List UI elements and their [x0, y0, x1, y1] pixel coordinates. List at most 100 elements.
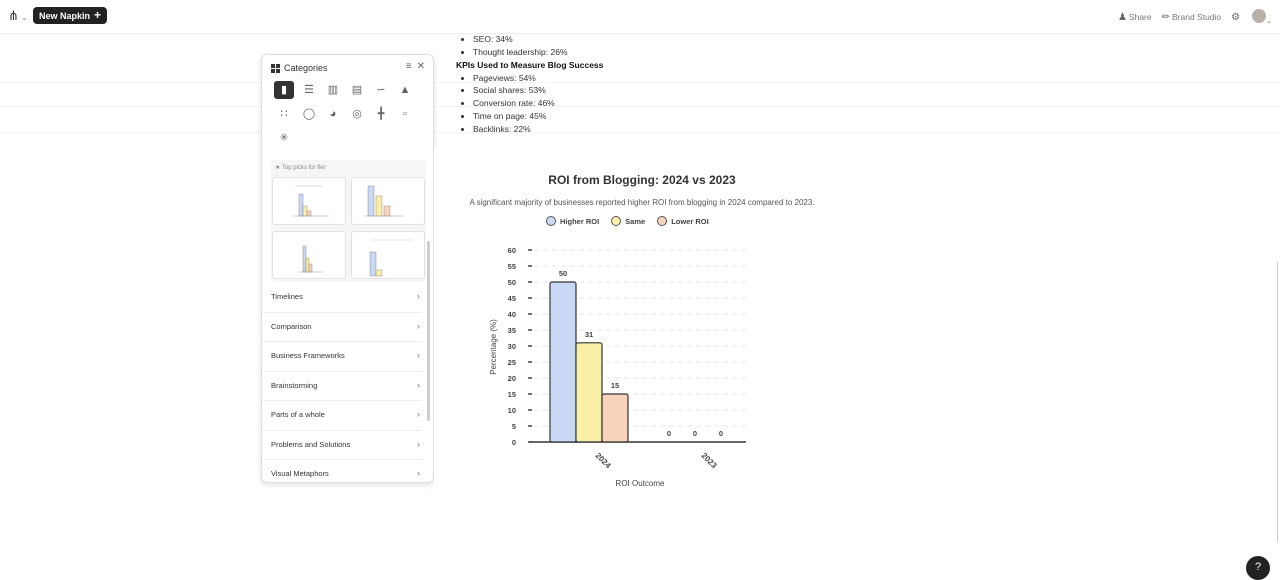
chart-thumbnail[interactable]: [351, 231, 425, 279]
account-menu[interactable]: ⌄: [1252, 9, 1272, 25]
chart-card[interactable]: ROI from Blogging: 2024 vs 2023 A signif…: [434, 147, 850, 513]
x-axis-label: ROI Outcome: [616, 479, 665, 488]
chart-thumbnail[interactable]: [351, 177, 425, 225]
gear-icon[interactable]: ⚙: [1231, 11, 1241, 23]
list-item: Thought leadership: 26%: [473, 46, 603, 59]
stacked-bar-icon[interactable]: ▤: [351, 84, 363, 96]
error-bar-icon[interactable]: ╋: [377, 108, 385, 120]
brush-icon: ✏: [1161, 11, 1170, 23]
y-tick-label: 55: [508, 262, 516, 271]
chevron-right-icon: ›: [417, 409, 420, 419]
share-label: Share: [1128, 11, 1152, 22]
app-menu-button[interactable]: ⋔ ⌄: [8, 8, 28, 24]
panel-tools: ≡ ✕: [401, 61, 425, 72]
category-item-brainstorming[interactable]: Brainstorming ›: [262, 372, 422, 401]
chevron-right-icon: ›: [417, 379, 420, 390]
data-label: 0: [667, 429, 671, 438]
list-item: SEO: 34%: [473, 33, 603, 46]
list-item: Conversion rate: 46%: [473, 97, 603, 110]
donut-icon[interactable]: ◯: [302, 108, 316, 120]
chevron-down-icon: ⌄: [1266, 18, 1272, 25]
grid-icon: [271, 63, 280, 73]
panel-scrollbar[interactable]: [427, 241, 430, 421]
y-axis-label: Percentage (%): [489, 319, 498, 375]
new-napkin-button[interactable]: New Napkin +: [33, 7, 108, 24]
chart-legend: Higher ROI Same Lower ROI: [546, 216, 709, 226]
data-label: 0: [719, 429, 723, 438]
category-item-business-frameworks[interactable]: Business Frameworks ›: [262, 342, 422, 372]
bar-chart-icon[interactable]: ▮: [274, 81, 294, 99]
chart-thumbnail[interactable]: [272, 177, 346, 225]
category-label: Business Frameworks: [271, 351, 345, 360]
help-button[interactable]: ?: [1246, 556, 1270, 580]
category-item-problems-and-solutions[interactable]: Problems and Solutions ›: [262, 431, 422, 460]
area-chart-icon[interactable]: ▲: [399, 84, 411, 96]
y-tick-label: 30: [508, 342, 516, 351]
top-picks-section: ★ Top picks for fler: [271, 160, 426, 282]
list-item: Social shares: 53%: [473, 84, 603, 97]
category-item-comparison[interactable]: Comparison ›: [262, 313, 422, 342]
legend-label: Higher ROI: [560, 216, 600, 226]
brand-studio-button[interactable]: ✏ Brand Studio: [1162, 12, 1222, 23]
share-button[interactable]: ♟ Share: [1118, 12, 1152, 23]
line-chart-icon[interactable]: ∽: [376, 84, 386, 96]
list-item: Backlinks: 22%: [473, 123, 603, 136]
radial-icon[interactable]: ◎: [352, 108, 362, 120]
category-item-parts-of-a-whole[interactable]: Parts of a whole ›: [262, 401, 422, 431]
pin-icon: ★: [275, 165, 281, 171]
grouped-bar-icon[interactable]: ▥: [327, 84, 339, 96]
x-tick-label: 2023: [700, 451, 719, 470]
list-item: Time on page: 45%: [473, 110, 603, 123]
category-label: Timelines: [271, 292, 303, 301]
chevron-right-icon: ›: [417, 438, 420, 449]
chart-thumbnail[interactable]: [272, 231, 346, 279]
plus-icon: +: [94, 8, 102, 22]
horizontal-bar-icon[interactable]: ☰: [304, 84, 314, 96]
section-heading: KPIs Used to Measure Blog Success: [456, 59, 604, 70]
y-tick-label: 25: [508, 358, 516, 367]
category-item-timelines[interactable]: Timelines ›: [262, 283, 422, 313]
data-label: 0: [693, 429, 697, 438]
top-right-actions: ♟ Share ✏ Brand Studio ⚙ ⌄: [1118, 9, 1272, 25]
napkin-logo-icon: ⋔: [8, 8, 19, 23]
bar: [601, 393, 629, 443]
bar: [549, 281, 577, 443]
bar: [575, 342, 603, 443]
chevron-down-icon: ⌄: [20, 13, 28, 22]
pie-icon[interactable]: ◕: [329, 108, 337, 120]
x-tick-label: 2024: [594, 451, 613, 470]
divider: [0, 106, 1280, 107]
network-icon[interactable]: ✳: [279, 132, 289, 144]
category-label: Problems and Solutions: [271, 439, 351, 449]
legend-swatch: [546, 216, 556, 226]
panel-header: Categories: [271, 63, 328, 73]
new-napkin-label: New Napkin: [39, 11, 91, 21]
share-icon: ♟: [1117, 11, 1127, 23]
y-tick-label: 20: [508, 374, 516, 383]
bullet-list: SEO: 34% Thought leadership: 26%: [456, 33, 603, 59]
bullet-list: Pageviews: 54% Social shares: 53% Conver…: [456, 72, 603, 136]
page-scrollbar[interactable]: [1277, 262, 1278, 542]
close-icon[interactable]: ✕: [416, 61, 425, 72]
chevron-right-icon: ›: [417, 291, 420, 301]
category-item-visual-metaphors[interactable]: Visual Metaphors ›: [262, 460, 422, 482]
bar-chart-plot: 0 5 10 15 20 25 30 35 40 45 50 55 60 50 31 15 2024 0 0 0 202…: [489, 246, 746, 488]
y-tick-label: 15: [508, 390, 516, 399]
chart-subtitle: A significant majority of businesses rep…: [469, 198, 815, 207]
scatter-icon[interactable]: ∷: [280, 108, 288, 120]
y-tick-label: 45: [508, 294, 516, 303]
category-label: Comparison: [271, 321, 312, 331]
filter-icon[interactable]: ≡: [405, 61, 412, 72]
chevron-right-icon: ›: [417, 468, 420, 478]
y-tick-label: 35: [508, 326, 516, 335]
category-label: Visual Metaphors: [271, 469, 329, 478]
data-label: 31: [585, 330, 593, 339]
panel-title: Categories: [284, 63, 328, 73]
legend-swatch: [611, 216, 622, 226]
list-item: Pageviews: 54%: [473, 72, 603, 85]
legend-item: Higher ROI: [546, 216, 599, 226]
combo-chart-icon[interactable]: ▫: [403, 108, 407, 120]
top-picks-text: Top picks for fler: [281, 165, 326, 171]
legend-swatch: [657, 216, 668, 226]
category-label: Parts of a whole: [271, 410, 325, 419]
